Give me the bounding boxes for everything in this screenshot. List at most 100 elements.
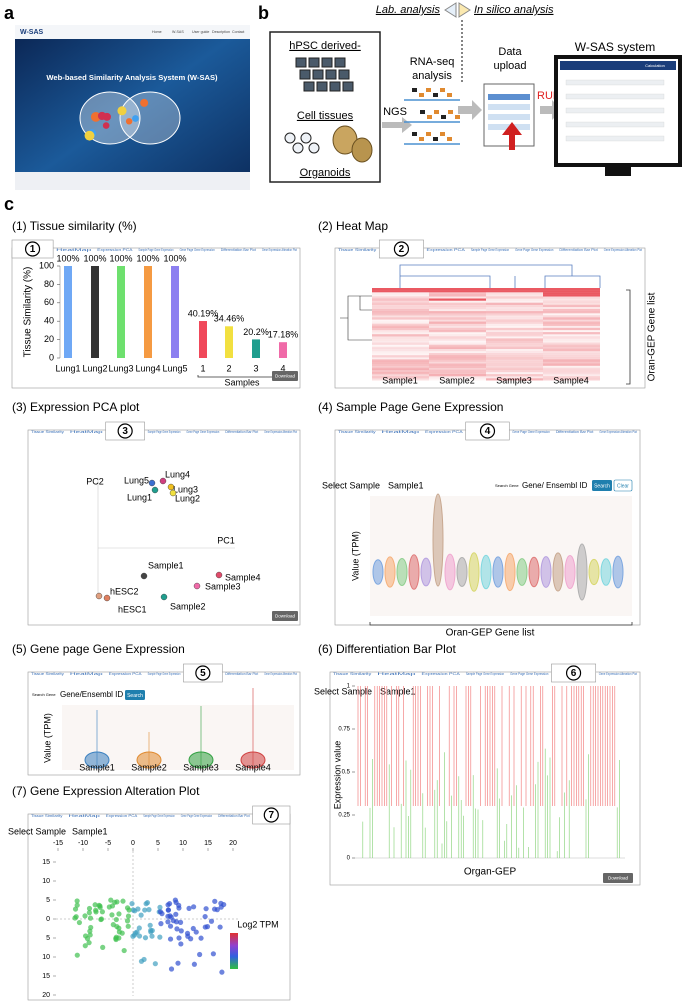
dot: [208, 918, 215, 924]
y-tick-label: 40: [44, 316, 54, 326]
panel-heading: (7) Gene Expression Alteration Plot: [12, 784, 200, 798]
in-silico-analysis: In silico analysis: [474, 4, 554, 16]
heat-cell: [372, 348, 429, 352]
y-tick-label: 15: [42, 859, 50, 866]
pca-point: [167, 483, 175, 491]
heat-cell: [486, 378, 543, 381]
heat-cell: [372, 372, 429, 375]
dot: [142, 935, 149, 941]
dot: [190, 925, 196, 932]
heat-cell: [543, 367, 600, 370]
panel-number-circle: [479, 423, 496, 439]
tab: Expression PCA: [97, 247, 133, 252]
form-field: [565, 93, 665, 100]
heat-cell: [543, 319, 600, 322]
dot: [177, 919, 184, 925]
heat-cell: [543, 336, 600, 339]
heat-cell: [543, 340, 600, 343]
screenshot: [15, 25, 250, 190]
panel-heading: (2) Heat Map: [318, 219, 388, 233]
x-tick-label: 4: [280, 363, 285, 373]
heat-cell: [372, 378, 429, 381]
dot: [132, 908, 138, 914]
heat-cell: [372, 313, 429, 316]
heat-cell: [372, 311, 429, 314]
cell-icon: [284, 132, 296, 144]
heat-cell: [372, 363, 429, 366]
violin: [552, 552, 564, 592]
x-tick-label: 3: [253, 363, 258, 373]
checkbox-label: Search Gene: [32, 692, 56, 697]
checkbox-label: Search Gene: [495, 483, 519, 488]
gene-list-label: Oran-GEP Gene list: [647, 292, 658, 381]
dot: [214, 907, 220, 913]
heat-cell: [486, 361, 543, 364]
heat-cell: [486, 346, 543, 349]
y-tick-label: 100: [39, 260, 54, 270]
heat-cell: [372, 344, 429, 347]
form-field: [565, 121, 665, 128]
point-label: Lung3: [173, 484, 198, 494]
dot: [114, 899, 120, 905]
nav-item: Contact: [232, 30, 244, 34]
panel-heading: (1) Tissue similarity (%): [12, 219, 137, 233]
point-label: Sample2: [170, 601, 206, 611]
heat-cell: [429, 346, 486, 349]
heat-cell: [543, 304, 600, 307]
y-axis-label: Tissue Similarity (%): [23, 267, 34, 358]
heat-cell: [486, 323, 543, 326]
panel-number: 6: [571, 668, 577, 679]
nav-item: Home: [152, 30, 162, 34]
panel-label: c: [4, 194, 14, 214]
heat-cell: [486, 304, 543, 307]
value-label: 100%: [163, 253, 186, 263]
tab: Tissue Similarity: [338, 429, 376, 434]
heat-cell: [429, 374, 486, 377]
button-label: Download: [275, 614, 296, 619]
heat-cell: [543, 374, 600, 377]
heat-cell: [429, 302, 486, 305]
color-bar: [230, 933, 238, 969]
clear-button: [613, 479, 633, 492]
tab: Expression PCA: [422, 671, 461, 676]
heat-cell: [429, 336, 486, 339]
heat-cell: [372, 300, 429, 303]
tab: Sample Page Gene Expression: [466, 671, 504, 676]
heat-cell: [486, 311, 543, 314]
heat-cell: [543, 306, 600, 310]
heat-cell: [429, 327, 486, 331]
violin: [420, 557, 432, 587]
dot: [173, 911, 179, 917]
x-tick-label: Lung3: [108, 363, 133, 373]
read-block: [427, 115, 432, 119]
heat-cell: [372, 376, 429, 379]
violin: [444, 553, 456, 591]
doc-row: [488, 114, 530, 120]
icon: [132, 115, 139, 122]
heat-cell: [543, 315, 600, 318]
tab: Gene Expression Alteration Plot: [599, 429, 637, 434]
panel-heading: (4) Sample Page Gene Expression: [318, 400, 503, 414]
y-tick-label: 0: [347, 856, 351, 862]
heat-cell: [429, 296, 486, 299]
heat-cell: [429, 313, 486, 316]
tab: Gene Expression Alteration Plot: [264, 429, 297, 434]
heat-cell: [429, 294, 486, 297]
heat-cell: [543, 344, 600, 347]
panel-heading: (5) Gene page Gene Expression: [12, 642, 185, 656]
heat-cell: [486, 372, 543, 375]
x-tick-label: -5: [105, 840, 111, 847]
violin: [384, 556, 396, 588]
heat-cell: [543, 359, 600, 362]
panel-number: 5: [200, 668, 206, 679]
read-block: [448, 110, 453, 114]
dot: [132, 930, 139, 936]
heat-cell: [486, 294, 543, 297]
heat-cell: [486, 353, 543, 356]
heat-cell: [429, 292, 486, 295]
read-block: [412, 132, 417, 136]
ngs: NGS: [383, 106, 407, 118]
heat-cell: [486, 374, 543, 377]
dot: [109, 912, 115, 918]
y-tick-label: 20: [44, 334, 54, 344]
